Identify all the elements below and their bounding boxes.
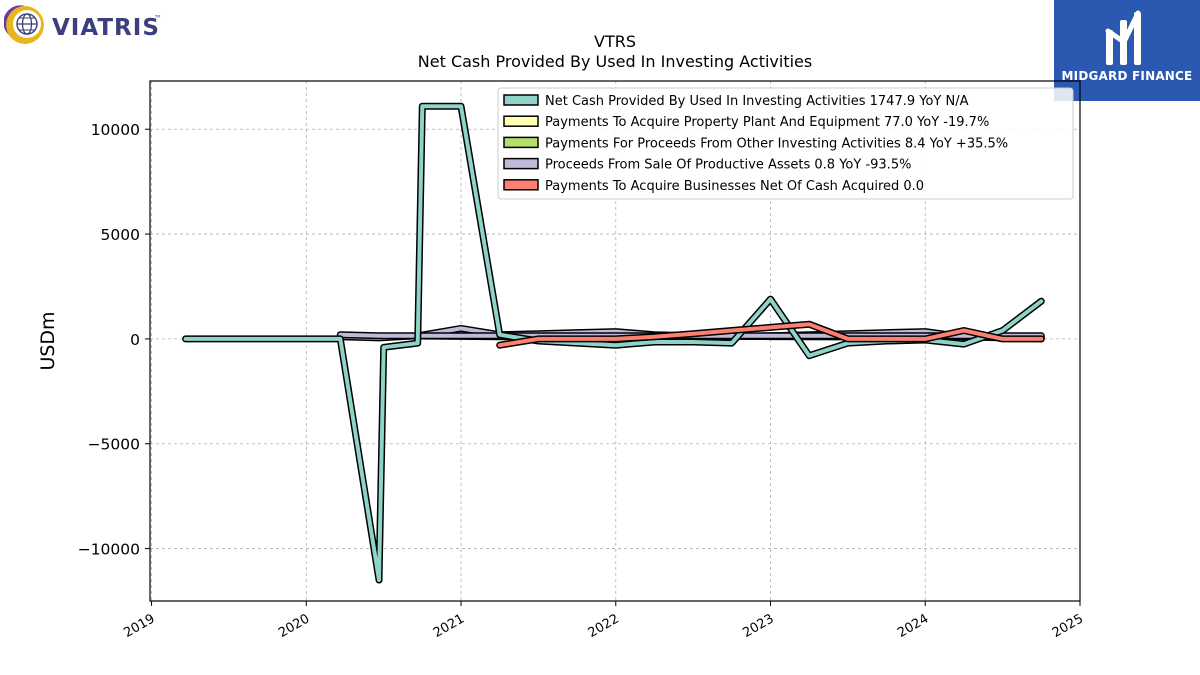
legend-entry: Payments To Acquire Businesses Net Of Ca… xyxy=(545,179,924,194)
x-tick-label: 2022 xyxy=(586,611,622,641)
y-tick-label: 0 xyxy=(130,331,140,349)
x-tick-label: 2021 xyxy=(431,611,467,641)
x-tick-label: 2023 xyxy=(740,611,776,641)
legend-swatch xyxy=(503,115,539,127)
viatris-globe-icon xyxy=(4,5,44,44)
legend-swatch xyxy=(503,157,539,170)
legend-entry: Net Cash Provided By Used In Investing A… xyxy=(545,94,969,109)
series-line xyxy=(497,322,1044,348)
legend-swatch xyxy=(503,179,539,191)
legend-entry: Proceeds From Sale Of Productive Assets … xyxy=(545,158,911,173)
chart-subtitle: Net Cash Provided By Used In Investing A… xyxy=(417,52,813,71)
legend: Net Cash Provided By Used In Investing A… xyxy=(497,87,1074,200)
viatris-logo: VIATRIS ™ xyxy=(4,5,162,44)
legend-swatch xyxy=(503,136,539,149)
x-tick-label: 2019 xyxy=(121,611,157,641)
y-tick-label: −10000 xyxy=(78,541,140,559)
legend-entry: Payments For Proceeds From Other Investi… xyxy=(545,136,1008,151)
y-axis-label: USDm xyxy=(37,311,59,370)
chart-title-block: VTRS Net Cash Provided By Used In Invest… xyxy=(300,32,930,72)
midgard-m-icon xyxy=(1105,10,1141,65)
x-tick-label: 2025 xyxy=(1050,611,1086,641)
x-tick-label: 2020 xyxy=(276,611,312,641)
legend-swatch xyxy=(503,94,539,106)
y-tick-label: −5000 xyxy=(88,436,140,454)
x-tick-label: 2024 xyxy=(895,611,931,641)
midgard-finance-wordmark: MIDGARD FINANCE xyxy=(1061,69,1193,83)
series-group xyxy=(182,102,1045,584)
y-tick-label: 5000 xyxy=(101,226,140,244)
y-tick-label: 10000 xyxy=(91,121,140,139)
legend-box xyxy=(497,87,1074,200)
plot-frame xyxy=(149,80,1081,602)
viatris-wordmark: VIATRIS xyxy=(52,15,160,41)
viatris-trademark: ™ xyxy=(154,14,162,23)
chart-title: VTRS xyxy=(594,32,636,51)
legend-entry: Payments To Acquire Property Plant And E… xyxy=(545,115,989,130)
midgard-finance-logo: MIDGARD FINANCE xyxy=(1054,0,1200,101)
